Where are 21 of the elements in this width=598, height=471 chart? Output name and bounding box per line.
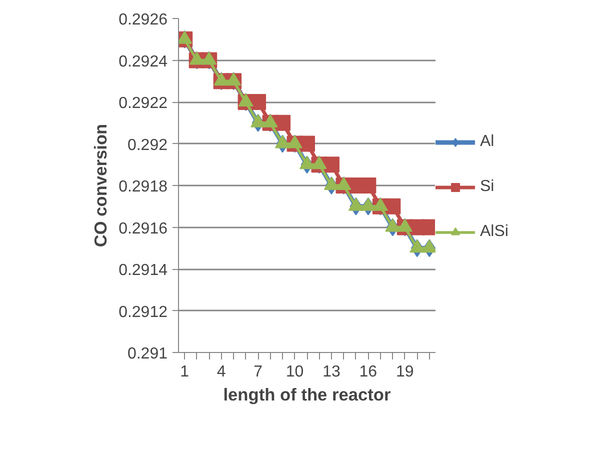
y-tick-label: 0.2918	[118, 178, 168, 196]
y-tick-label: 0.2914	[118, 262, 168, 279]
legend-label: Al	[480, 133, 496, 151]
y-tick-label: 0.2916	[118, 220, 168, 238]
x-tick-label: 16	[359, 364, 378, 380]
x-tick-label: 19	[396, 364, 414, 380]
y-tick-label: 0.2924	[118, 53, 168, 70]
x-tick-label: 10	[286, 364, 304, 380]
x-tick-label: 1	[180, 364, 190, 380]
x-axis-title: length of the reactor	[223, 384, 392, 404]
y-tick-label: 0.2912	[118, 304, 168, 321]
x-tick-label: 13	[322, 364, 340, 380]
legend-label: Si	[480, 178, 496, 196]
legend-label: AlSi	[480, 223, 508, 241]
y-tick-label: 0.291	[127, 346, 168, 362]
y-axis-title: CO conversion	[90, 124, 111, 248]
x-tick-label: 7	[254, 364, 263, 380]
y-tick-label: 0.2922	[118, 95, 168, 112]
y-tick-label: 0.292	[127, 136, 168, 154]
x-tick-label: 4	[216, 364, 226, 380]
y-tick-label: 0.2926	[118, 12, 168, 28]
